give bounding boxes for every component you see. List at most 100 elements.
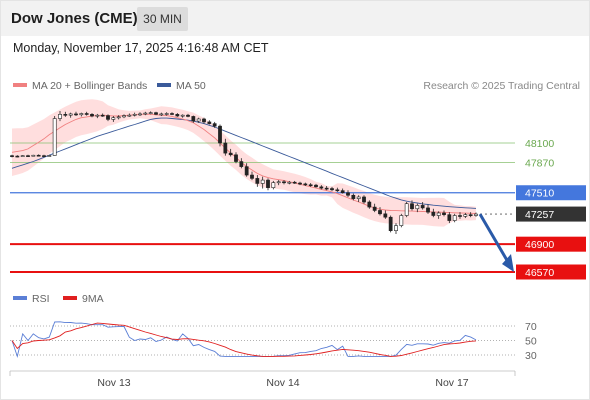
candle [324, 186, 329, 191]
candle [159, 112, 164, 117]
candle-body [255, 178, 260, 184]
candle-body [74, 113, 78, 116]
candle-body [90, 114, 94, 117]
candle [372, 203, 377, 213]
rsi-level-label-70: 70 [525, 321, 537, 333]
candle-body [111, 117, 116, 120]
candle [356, 195, 361, 203]
rsi-level-label-50: 50 [525, 336, 537, 348]
candle [95, 113, 100, 119]
timeframe-badge[interactable]: 30 MIN [137, 7, 188, 31]
candle-body [20, 155, 25, 157]
candle [468, 212, 473, 218]
candle [420, 202, 425, 210]
candle [127, 113, 132, 117]
candle [212, 121, 217, 128]
candle [447, 212, 452, 224]
candle-body [292, 181, 297, 184]
candle-body [335, 189, 340, 192]
candle [367, 200, 372, 209]
candle-body [234, 154, 238, 162]
candle [196, 117, 201, 123]
candle-body [415, 205, 420, 210]
candle [463, 212, 468, 219]
ma50-swatch [157, 83, 171, 88]
candle-body [10, 155, 14, 157]
candle [404, 202, 409, 218]
legend-rsi-label: RSI [32, 293, 50, 305]
legend-9ma-label: 9MA [82, 293, 104, 305]
candle [106, 114, 110, 122]
candle-body [15, 155, 20, 158]
level-badge-46570 [516, 264, 586, 280]
candle-body [458, 215, 462, 217]
candle [458, 212, 462, 219]
candle [362, 195, 366, 204]
candle-body [324, 187, 329, 190]
candle-body [303, 183, 308, 186]
credit-text: Research © 2025 Trading Central [423, 80, 580, 92]
level-label-46900: 46900 [525, 239, 554, 251]
candle-body [228, 152, 233, 156]
candle [319, 185, 324, 190]
candle-body [58, 114, 62, 119]
ma50-line [11, 117, 477, 209]
candle-body [164, 113, 169, 115]
candle [340, 188, 345, 194]
candle [394, 223, 398, 235]
candle [170, 112, 174, 116]
candle [282, 180, 286, 185]
candle [20, 155, 25, 157]
level-badge-47257 [516, 206, 586, 222]
candle-body [132, 114, 137, 116]
candle [15, 155, 20, 158]
rsi-level-label-30: 30 [525, 350, 537, 362]
candle [415, 203, 420, 213]
candle [207, 120, 212, 125]
candle [31, 154, 36, 157]
legend-9ma: 9MA [63, 293, 104, 305]
candle-body [36, 154, 41, 157]
candle-body [95, 114, 100, 117]
rsi-ma9-line [11, 322, 477, 357]
candle [223, 138, 228, 156]
rsi-line [11, 321, 477, 359]
candle-body [212, 123, 217, 127]
forecast-arrow-shaft [478, 213, 510, 263]
candle-body [276, 181, 281, 184]
candle [100, 113, 105, 117]
candle-body [463, 214, 468, 217]
candle-body [474, 213, 478, 216]
ma-bb-swatch [13, 83, 27, 88]
candle-body [340, 190, 345, 194]
candle-body [47, 155, 52, 157]
candle [410, 200, 414, 211]
level-label-47510: 47510 [525, 188, 554, 200]
candle [255, 175, 260, 187]
x-tick-label: Nov 17 [435, 377, 468, 389]
candle [180, 114, 185, 118]
candle-body [298, 182, 302, 185]
candle [138, 112, 142, 117]
candle [74, 111, 78, 117]
candle [431, 208, 436, 218]
instrument-title: Dow Jones (CME) [11, 10, 138, 27]
candle-body [100, 114, 105, 117]
candle-body [271, 182, 276, 188]
legend-rsi: RSI [13, 293, 50, 305]
candle [298, 181, 302, 186]
candle-body [447, 214, 452, 221]
candle [303, 182, 308, 186]
candle [292, 180, 297, 184]
candle-body [426, 207, 430, 213]
candle [388, 215, 393, 233]
candle [260, 176, 265, 189]
ma20-line [11, 113, 477, 214]
level-label-46570: 46570 [525, 267, 554, 279]
candle-body [266, 179, 270, 188]
candle [154, 111, 158, 116]
rsi-swatch [13, 296, 27, 301]
candle-body [314, 184, 318, 188]
candle [378, 207, 382, 216]
